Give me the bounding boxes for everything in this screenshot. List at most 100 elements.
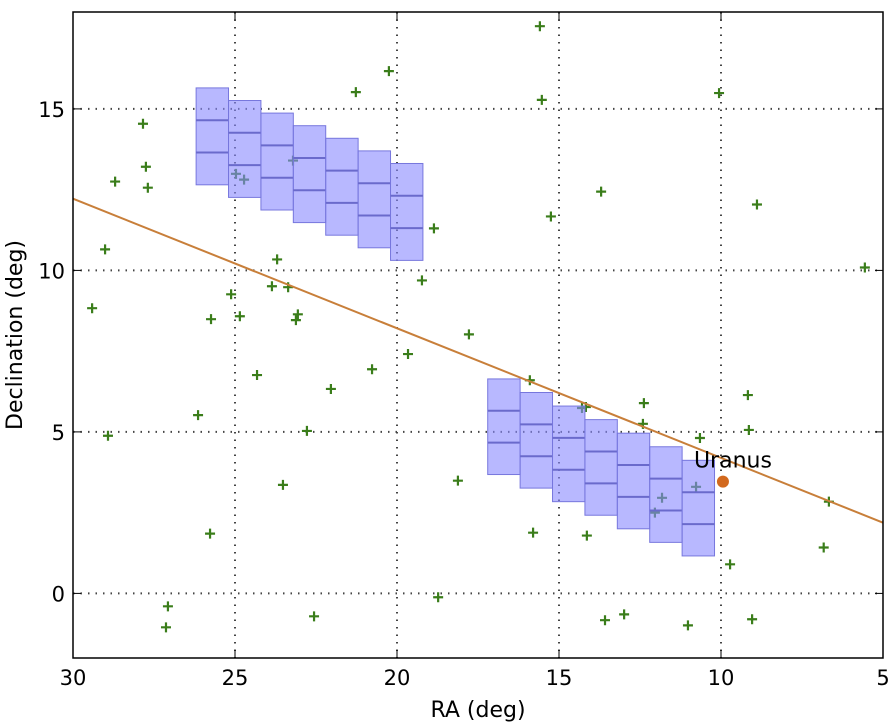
y-tick-label: 10 [38,259,65,283]
field-rect [260,112,294,211]
data-point-plus [309,611,320,622]
data-point-plus [277,479,288,490]
field-rect [195,87,230,186]
data-point-plus [325,383,336,394]
data-point-plus [534,21,545,32]
ticks: 30 25 20 15 10 5 0 5 10 15 [38,12,890,690]
data-point-plus [205,528,216,539]
data-point-plus [137,118,148,129]
y-tick-label: 5 [52,421,65,445]
data-point-plus [619,609,630,620]
data-point-plus [433,592,444,603]
field-box [519,391,554,489]
data-point-plus [694,433,705,444]
field-rect [357,150,392,249]
data-point-plus [160,622,171,633]
data-point-plus [290,315,301,326]
x-tick-label: 30 [60,666,87,690]
data-point-plus [725,559,736,570]
data-point-plus [596,186,607,197]
data-point-plus [581,530,592,541]
data-point-plus [682,620,693,631]
field-box [292,125,327,224]
field-box [195,87,230,186]
field-rect [390,162,424,261]
ecliptic-line [72,197,884,524]
data-point-plus [452,475,463,486]
data-point-plus [87,303,98,314]
data-point-plus [252,370,263,381]
data-point-plus [463,329,474,340]
data-point-plus [100,244,111,255]
data-point-plus [226,289,237,300]
field-rect [584,419,618,516]
data-point-plus [600,615,611,626]
field-rect [292,125,327,224]
x-tick-label: 15 [546,666,573,690]
y-axis-label: Declination (deg) [3,240,28,430]
data-point-plus [818,542,829,553]
data-point-plus [545,211,556,222]
data-point-plus [292,309,303,320]
field-rect [519,391,554,489]
y-tick-label: 15 [38,98,65,122]
x-tick-label: 25 [222,666,249,690]
plot-frame [72,11,884,659]
field-rect [616,432,651,530]
data-point-plus [367,364,378,375]
data-point-plus [383,66,394,77]
x-tick-label: 5 [876,666,889,690]
field-box [552,405,586,503]
data-point-plus [536,94,547,105]
uranus-marker [716,475,729,488]
field-rect [681,459,716,557]
field-box [487,378,521,476]
data-point-plus [751,199,762,210]
field-box [357,150,392,249]
data-point-plus [206,314,217,325]
data-point-plus [638,398,649,409]
data-point-plus [162,601,173,612]
data-point-plus [272,254,283,265]
field-rect [649,446,683,543]
field-box [325,137,359,236]
uranus-label: Uranus [694,449,772,474]
data-point-plus [859,262,870,273]
data-point-plus [266,281,277,292]
field-rect [487,378,521,476]
field-box [616,432,651,530]
data-point-plus [743,424,754,435]
data-point-plus [747,614,758,625]
field-box [649,446,683,543]
planet-group: Uranus [694,449,772,488]
data-point-plus [416,275,427,286]
field-box [260,112,294,211]
field-rect [552,405,586,503]
data-point-plus [140,161,151,172]
field-box [390,162,424,261]
data-point-plus [528,527,539,538]
field-box [681,459,716,557]
x-tick-label: 20 [384,666,411,690]
data-point-plus [110,176,121,187]
data-point-plus [428,223,439,234]
field-rect [325,137,359,236]
data-point-plus [350,87,361,98]
data-point-plus [102,430,113,441]
data-point-plus [234,311,245,322]
data-point-plus [403,349,414,360]
data-point-plus [714,88,725,99]
field-box [228,100,262,198]
ecliptic-line-group [72,197,884,524]
y-tick-label: 0 [52,582,65,606]
fields [195,87,716,557]
field-rect [228,100,262,198]
field-box [584,419,618,516]
x-axis-label: RA (deg) [430,698,525,723]
grid [73,12,883,658]
data-point-plus [142,182,153,193]
data-point-plus [301,425,312,436]
x-tick-label: 10 [708,666,735,690]
data-point-plus [742,390,753,401]
